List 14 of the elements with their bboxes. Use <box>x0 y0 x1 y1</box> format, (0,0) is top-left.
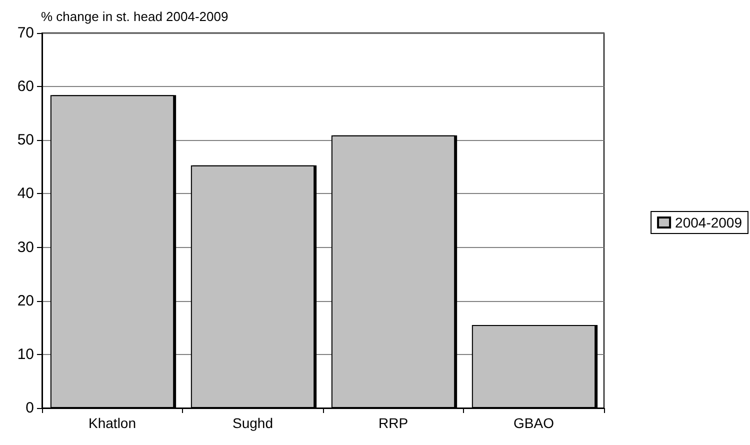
x-tick-label: RRP <box>378 415 408 431</box>
y-tick-label: 70 <box>17 24 34 42</box>
x-tick-label: GBAO <box>514 415 554 431</box>
x-tick-label: Khatlon <box>88 415 136 431</box>
y-tick-label: 30 <box>17 238 34 256</box>
y-axis-title: % change in st. head 2004-2009 <box>41 9 228 24</box>
y-tick-label: 0 <box>26 400 34 416</box>
y-tick-label: 40 <box>17 185 34 202</box>
y-tick-label: 20 <box>17 292 34 310</box>
legend-label: 2004-2009 <box>675 214 742 230</box>
x-tick-label: Sughd <box>232 415 273 431</box>
y-tick-label: 60 <box>17 78 34 96</box>
y-tick-label: 10 <box>17 346 34 363</box>
y-tick-label: 50 <box>17 132 34 149</box>
